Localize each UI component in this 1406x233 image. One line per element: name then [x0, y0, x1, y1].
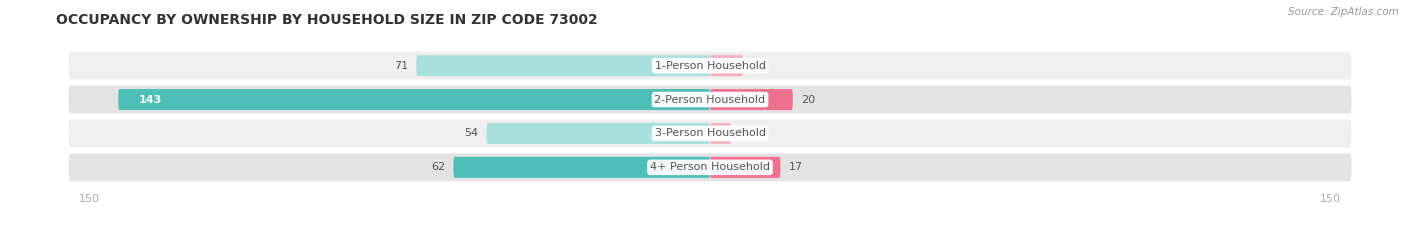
FancyBboxPatch shape: [118, 89, 710, 110]
Text: 20: 20: [801, 95, 815, 105]
Text: 3-Person Household: 3-Person Household: [655, 128, 765, 138]
FancyBboxPatch shape: [710, 157, 780, 178]
Text: 1-Person Household: 1-Person Household: [655, 61, 765, 71]
Text: 54: 54: [464, 128, 478, 138]
FancyBboxPatch shape: [454, 157, 710, 178]
FancyBboxPatch shape: [486, 123, 710, 144]
FancyBboxPatch shape: [69, 52, 1351, 79]
Text: 17: 17: [789, 162, 803, 172]
Text: 143: 143: [139, 95, 162, 105]
Text: 62: 62: [432, 162, 446, 172]
Text: 2-Person Household: 2-Person Household: [654, 95, 766, 105]
Text: OCCUPANCY BY OWNERSHIP BY HOUSEHOLD SIZE IN ZIP CODE 73002: OCCUPANCY BY OWNERSHIP BY HOUSEHOLD SIZE…: [56, 13, 598, 27]
FancyBboxPatch shape: [69, 154, 1351, 181]
Text: 5: 5: [740, 128, 747, 138]
FancyBboxPatch shape: [69, 120, 1351, 147]
Text: 4+ Person Household: 4+ Person Household: [650, 162, 770, 172]
Text: 8: 8: [751, 61, 758, 71]
FancyBboxPatch shape: [710, 89, 793, 110]
Text: 71: 71: [394, 61, 408, 71]
FancyBboxPatch shape: [416, 55, 710, 76]
Text: Source: ZipAtlas.com: Source: ZipAtlas.com: [1288, 7, 1399, 17]
FancyBboxPatch shape: [710, 123, 731, 144]
FancyBboxPatch shape: [69, 86, 1351, 113]
FancyBboxPatch shape: [710, 55, 744, 76]
